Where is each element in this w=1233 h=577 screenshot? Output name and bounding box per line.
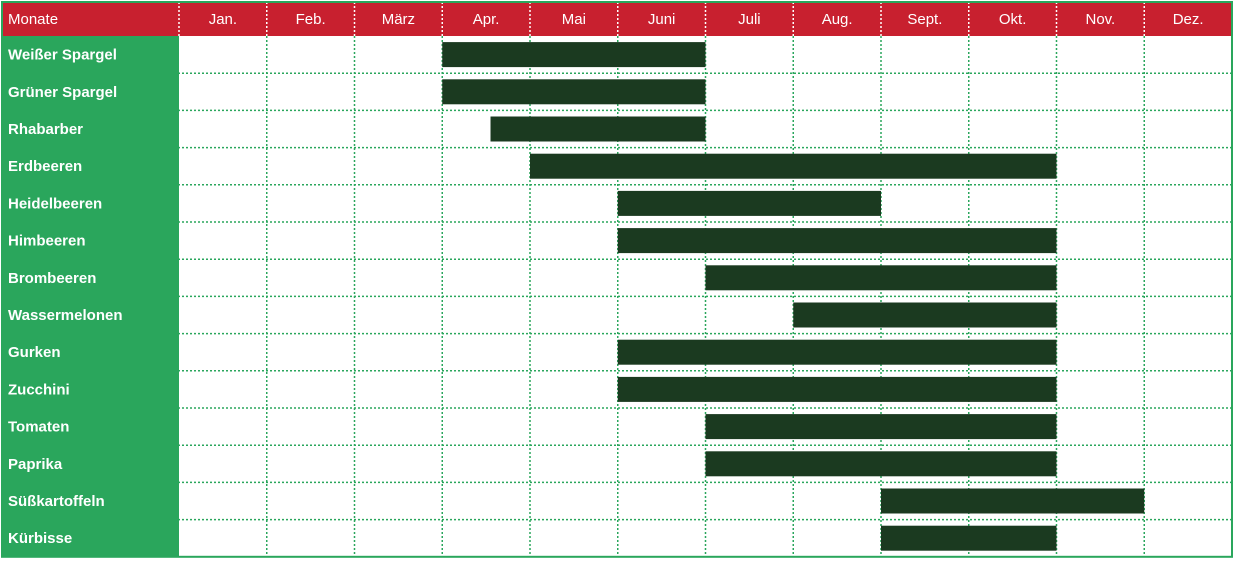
month-header: März (382, 11, 415, 28)
row-label: Erdbeeren (8, 158, 82, 175)
season-bar (793, 302, 1057, 328)
row-label: Grüner Spargel (8, 84, 117, 101)
season-bar (442, 79, 706, 105)
season-bar (617, 376, 1057, 402)
corner-label: Monate (8, 11, 58, 28)
season-bar (530, 153, 1057, 179)
month-header: Juni (648, 11, 676, 28)
month-header: Juli (738, 11, 761, 28)
month-header: Mai (562, 11, 586, 28)
season-bar (705, 414, 1057, 440)
season-bar (442, 42, 706, 68)
row-label: Süßkartoffeln (8, 493, 105, 510)
row-label: Wassermelonen (8, 307, 123, 324)
season-bar (490, 116, 706, 142)
season-bar (705, 265, 1057, 291)
row-label: Weißer Spargel (8, 47, 117, 64)
row-label: Brombeeren (8, 270, 96, 287)
row-label: Gurken (8, 344, 61, 361)
season-bar (617, 228, 1057, 254)
row-label: Himbeeren (8, 233, 86, 250)
season-bar (881, 488, 1145, 514)
row-label: Paprika (8, 456, 63, 473)
row-label: Zucchini (8, 381, 70, 398)
row-label: Heidelbeeren (8, 195, 102, 212)
season-bar (705, 451, 1057, 477)
month-header: Sept. (907, 11, 942, 28)
season-bar (617, 190, 881, 216)
month-header: Okt. (999, 11, 1027, 28)
chart-border (1, 1, 1233, 558)
month-header: Apr. (473, 11, 500, 28)
month-header: Dez. (1173, 11, 1204, 28)
month-header: Feb. (296, 11, 326, 28)
row-label: Tomaten (8, 419, 69, 436)
month-header: Jan. (209, 11, 237, 28)
season-bar (617, 339, 1057, 365)
season-bar (881, 525, 1057, 551)
row-label: Kürbisse (8, 530, 72, 547)
row-label: Rhabarber (8, 121, 83, 138)
month-header: Aug. (822, 11, 853, 28)
month-header: Nov. (1086, 11, 1116, 28)
